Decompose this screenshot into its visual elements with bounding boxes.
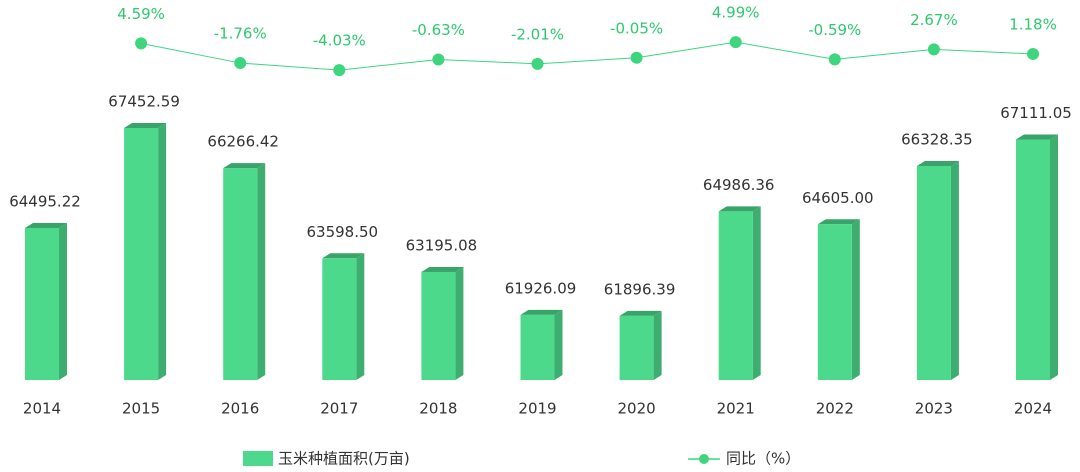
- bar: [223, 168, 258, 380]
- x-tick-label: 2018: [419, 400, 457, 418]
- bar: [1016, 139, 1050, 380]
- line-value-label: -0.59%: [808, 21, 861, 39]
- bar-value-label: 64605.00: [802, 189, 874, 207]
- bar: [25, 227, 59, 380]
- line-point: [531, 57, 544, 70]
- line-value-label: -0.63%: [412, 21, 465, 39]
- bar-value-label: 61896.39: [604, 280, 676, 298]
- x-tick-label: 2023: [915, 400, 953, 418]
- bar-side: [356, 253, 365, 380]
- x-tick-label: 2021: [717, 400, 755, 418]
- bar-side: [950, 160, 959, 380]
- bar-value-label: 64495.22: [9, 192, 81, 210]
- bar: [421, 271, 456, 380]
- bar-side: [653, 310, 662, 380]
- bar-top: [916, 160, 959, 166]
- legend-swatch: [243, 451, 273, 466]
- x-tick-label: 2017: [320, 400, 358, 418]
- line-value-label: 1.18%: [1009, 15, 1057, 33]
- bar-side: [554, 309, 563, 380]
- bar-top: [124, 122, 167, 128]
- bar-side: [59, 222, 67, 380]
- bar-top: [520, 309, 563, 315]
- bar-value-label: 63195.08: [406, 236, 478, 254]
- bar-value-label: 67452.59: [108, 92, 180, 110]
- x-tick-label: 2015: [122, 400, 160, 418]
- bar: [619, 315, 654, 380]
- bar: [817, 224, 852, 380]
- x-tick-label: 2020: [618, 400, 656, 418]
- bar-side: [257, 163, 266, 380]
- bar-value-label: 64986.36: [703, 176, 775, 194]
- bar-value-label: 61926.09: [505, 279, 577, 297]
- bar: [916, 165, 951, 380]
- line-point: [1027, 47, 1039, 60]
- line-value-label: -1.76%: [214, 25, 267, 43]
- line-point: [828, 53, 841, 66]
- x-tick-label: 2016: [221, 400, 259, 418]
- x-tick-label: 2019: [518, 400, 556, 418]
- bar-side: [1050, 134, 1058, 380]
- line-point: [234, 57, 247, 70]
- line-point: [135, 37, 148, 50]
- line-point: [432, 53, 445, 66]
- bar-side: [455, 266, 464, 380]
- bar-top: [718, 206, 761, 212]
- bar-value-label: 63598.50: [307, 223, 379, 241]
- line-value-label: -4.03%: [313, 32, 366, 50]
- bar-top: [421, 266, 464, 272]
- bar-value-label: 67111.05: [1000, 104, 1072, 122]
- legend-swatch: [699, 454, 709, 464]
- bar-top: [322, 253, 365, 259]
- bar-top: [817, 219, 860, 225]
- x-tick-label: 2022: [816, 400, 854, 418]
- bar-side: [752, 206, 761, 380]
- bar-top: [223, 163, 266, 169]
- bar-top: [25, 222, 67, 228]
- x-tick-label: 2014: [23, 400, 61, 418]
- line: [141, 41, 1034, 71]
- bar-side: [851, 219, 860, 380]
- line-value-label: 4.59%: [117, 5, 165, 23]
- x-tick-label: 2024: [1014, 400, 1052, 418]
- bar: [520, 314, 555, 380]
- line-point: [630, 51, 643, 64]
- bar-value-label: 66328.35: [901, 130, 973, 148]
- line-point: [729, 36, 742, 49]
- line-point: [927, 43, 940, 56]
- legend-label: 玉米种植面积(万亩): [278, 450, 410, 468]
- line-value-label: 2.67%: [910, 11, 958, 29]
- line-value-label: -2.01%: [511, 25, 564, 43]
- bar: [124, 127, 159, 381]
- bar-value-label: 66266.42: [207, 133, 279, 151]
- legend-label: 同比（%）: [726, 450, 800, 468]
- bar: [718, 211, 753, 380]
- line-point: [333, 64, 346, 77]
- bar-side: [158, 122, 167, 381]
- bar-top: [1016, 134, 1058, 140]
- line-value-label: -0.05%: [610, 19, 663, 37]
- bar: [322, 258, 357, 380]
- bar-top: [619, 310, 662, 316]
- line-value-label: 4.99%: [712, 4, 760, 22]
